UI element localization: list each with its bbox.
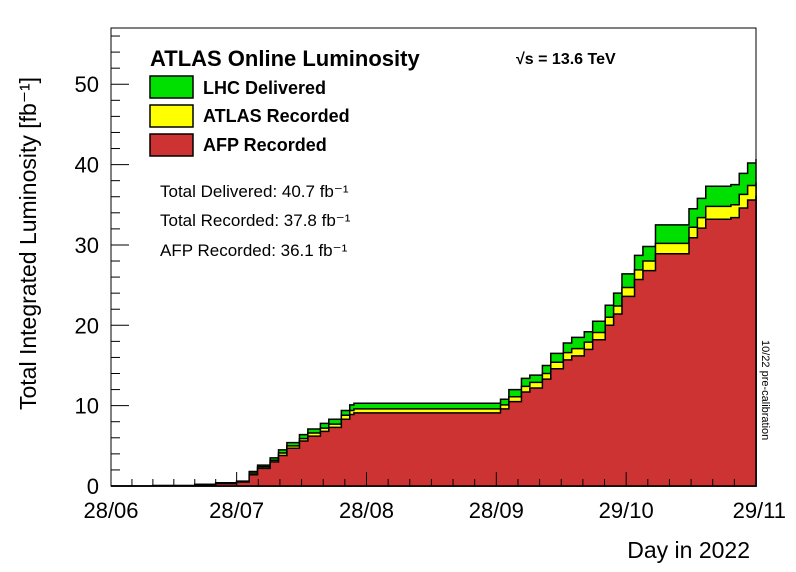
stat-afp: AFP Recorded: 36.1 fb⁻¹ — [160, 241, 348, 260]
legend-label-delivered: LHC Delivered — [203, 78, 326, 98]
stat-delivered: Total Delivered: 40.7 fb⁻¹ — [160, 182, 349, 201]
legend-label-afp: AFP Recorded — [203, 135, 327, 155]
legend-label-recorded: ATLAS Recorded — [203, 106, 350, 126]
y-axis-title: Total Integrated Luminosity [fb⁻¹] — [15, 77, 41, 410]
x-axis-title: Day in 2022 — [627, 537, 750, 563]
area-afp-recorded — [111, 195, 757, 487]
legend-swatch-recorded — [149, 104, 194, 128]
plot-border — [110, 27, 757, 487]
y-tick-label: 30 — [75, 233, 99, 258]
x-tick-label: 28/07 — [209, 498, 264, 523]
y-tick-label: 20 — [75, 313, 99, 338]
x-tick-label: 28/09 — [469, 498, 524, 523]
y-tick-label: 50 — [75, 72, 99, 97]
legend-swatch-delivered — [149, 75, 194, 99]
energy-label: √s = 13.6 TeV — [516, 51, 616, 68]
x-tick-label: 28/06 — [83, 498, 138, 523]
side-note: 10/22 pre-calibration — [759, 340, 771, 440]
legend-swatch-afp — [149, 133, 194, 157]
area-series-group — [111, 158, 757, 487]
x-tick-label: 29/11 — [733, 498, 786, 523]
x-tick-label: 29/10 — [599, 498, 654, 523]
y-tick-label: 0 — [87, 474, 99, 499]
axis-ticks: 0 10 20 30 40 50 28/06 28/07 28/08 28/09 29/10 29/1… — [75, 35, 786, 523]
stat-recorded: Total Recorded: 37.8 fb⁻¹ — [160, 211, 351, 230]
x-tick-label: 28/08 — [339, 498, 394, 523]
y-tick-label: 40 — [75, 153, 99, 178]
y-tick-label: 10 — [75, 394, 99, 419]
legend-title: ATLAS Online Luminosity — [150, 46, 420, 71]
